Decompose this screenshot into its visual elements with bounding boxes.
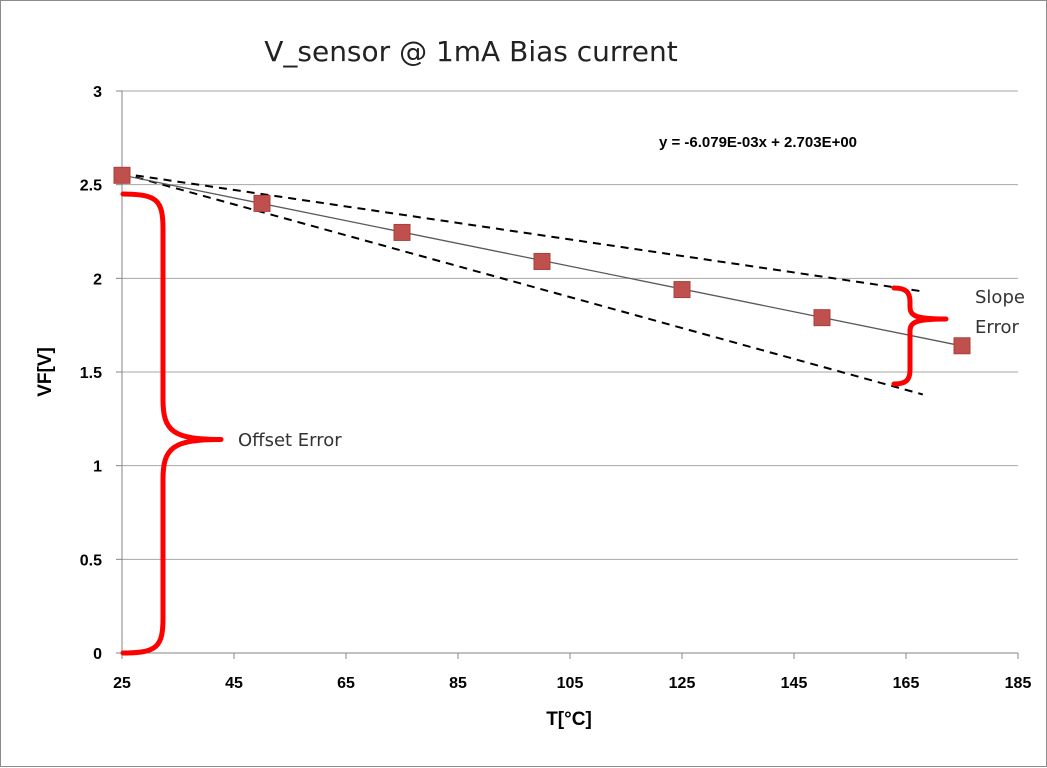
data-point: [113, 166, 131, 184]
x-axis-label: T[°C]: [546, 709, 592, 730]
axis-layer: [116, 90, 1019, 659]
data-point: [533, 252, 551, 270]
y-tick-label: 0: [93, 646, 102, 663]
x-tick-label: 185: [1005, 675, 1032, 692]
data-point: [813, 309, 831, 327]
dashed-bound-line: [121, 172, 924, 396]
data-point: [673, 281, 691, 299]
brackets-layer: [120, 191, 949, 656]
ticks-layer: 0 0.5 1 1.5 2 2.5 3 25 45 65 85 105 125 145 165 185: [80, 84, 1032, 692]
x-tick-label: 45: [225, 675, 243, 692]
x-tick-label: 25: [113, 675, 131, 692]
y-tick-label: 2: [93, 271, 102, 288]
lines-layer: [121, 172, 963, 396]
slope-error-label-line2: Error: [975, 317, 1019, 338]
x-tick-label: 145: [781, 675, 808, 692]
y-tick-label: 1.5: [80, 365, 102, 382]
x-tick-label: 85: [449, 675, 467, 692]
x-tick-label: 65: [337, 675, 355, 692]
dashed-bound-line: [121, 172, 923, 293]
chart-title: V_sensor @ 1mA Bias current: [264, 35, 678, 68]
y-tick-label: 0.5: [80, 552, 102, 569]
slope-error-label-line1: Slope: [975, 287, 1025, 308]
y-tick-label: 2.5: [80, 178, 102, 195]
y-axis-label: VF[V]: [35, 347, 56, 397]
data-point: [253, 194, 271, 212]
y-tick-label: 1: [93, 459, 102, 476]
x-tick-label: 125: [669, 675, 696, 692]
x-tick-label: 165: [893, 675, 920, 692]
x-tick-label: 105: [557, 675, 584, 692]
trendline-equation: y = -6.079E-03x + 2.703E+00: [659, 134, 857, 151]
markers-layer: [113, 166, 971, 355]
offset-error-label: Offset Error: [238, 430, 342, 451]
data-point: [953, 337, 971, 355]
grid-layer: [122, 90, 1018, 560]
slope-error-brace: [891, 285, 949, 387]
data-point: [393, 223, 411, 241]
y-tick-label: 3: [93, 84, 102, 101]
offset-error-brace: [120, 191, 224, 656]
